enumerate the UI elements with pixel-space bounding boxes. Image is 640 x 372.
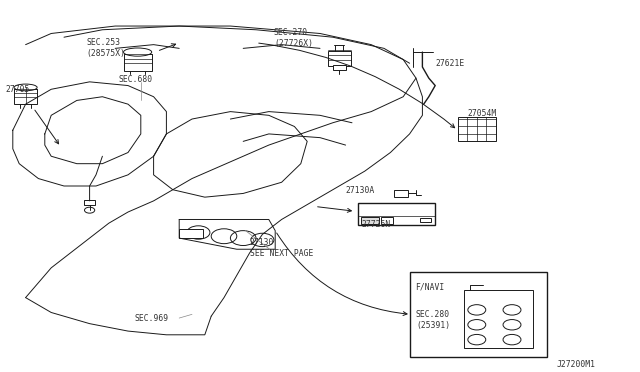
Text: SEC.253
(28575X): SEC.253 (28575X) — [86, 38, 125, 58]
Text: 27726N: 27726N — [362, 220, 391, 229]
Text: 27054M: 27054M — [467, 109, 497, 118]
Text: SEC.270
(27726X): SEC.270 (27726X) — [274, 28, 313, 48]
Bar — [84, 200, 95, 205]
Text: 27621E: 27621E — [435, 59, 465, 68]
Bar — [361, 217, 379, 224]
Text: F/NAVI: F/NAVI — [415, 283, 444, 292]
Bar — [124, 54, 152, 71]
Bar — [14, 89, 37, 104]
Bar — [358, 203, 435, 225]
Ellipse shape — [14, 84, 37, 91]
Bar — [381, 217, 393, 224]
Bar — [394, 190, 408, 197]
Bar — [464, 290, 533, 348]
Bar — [410, 272, 547, 357]
Text: SEC.280
(25391): SEC.280 (25391) — [416, 310, 450, 330]
Text: 27705: 27705 — [5, 85, 29, 94]
Text: SEC.969: SEC.969 — [134, 314, 168, 323]
Bar — [333, 65, 346, 70]
Bar — [328, 51, 351, 66]
Bar — [420, 218, 431, 222]
Text: SEC.680: SEC.680 — [118, 76, 152, 84]
Text: J27200M1: J27200M1 — [557, 360, 596, 369]
Bar — [458, 117, 496, 141]
Text: 27130A: 27130A — [346, 186, 375, 195]
Bar — [179, 229, 203, 238]
Text: 27130
SEE NEXT PAGE: 27130 SEE NEXT PAGE — [250, 238, 313, 258]
Ellipse shape — [124, 48, 152, 56]
